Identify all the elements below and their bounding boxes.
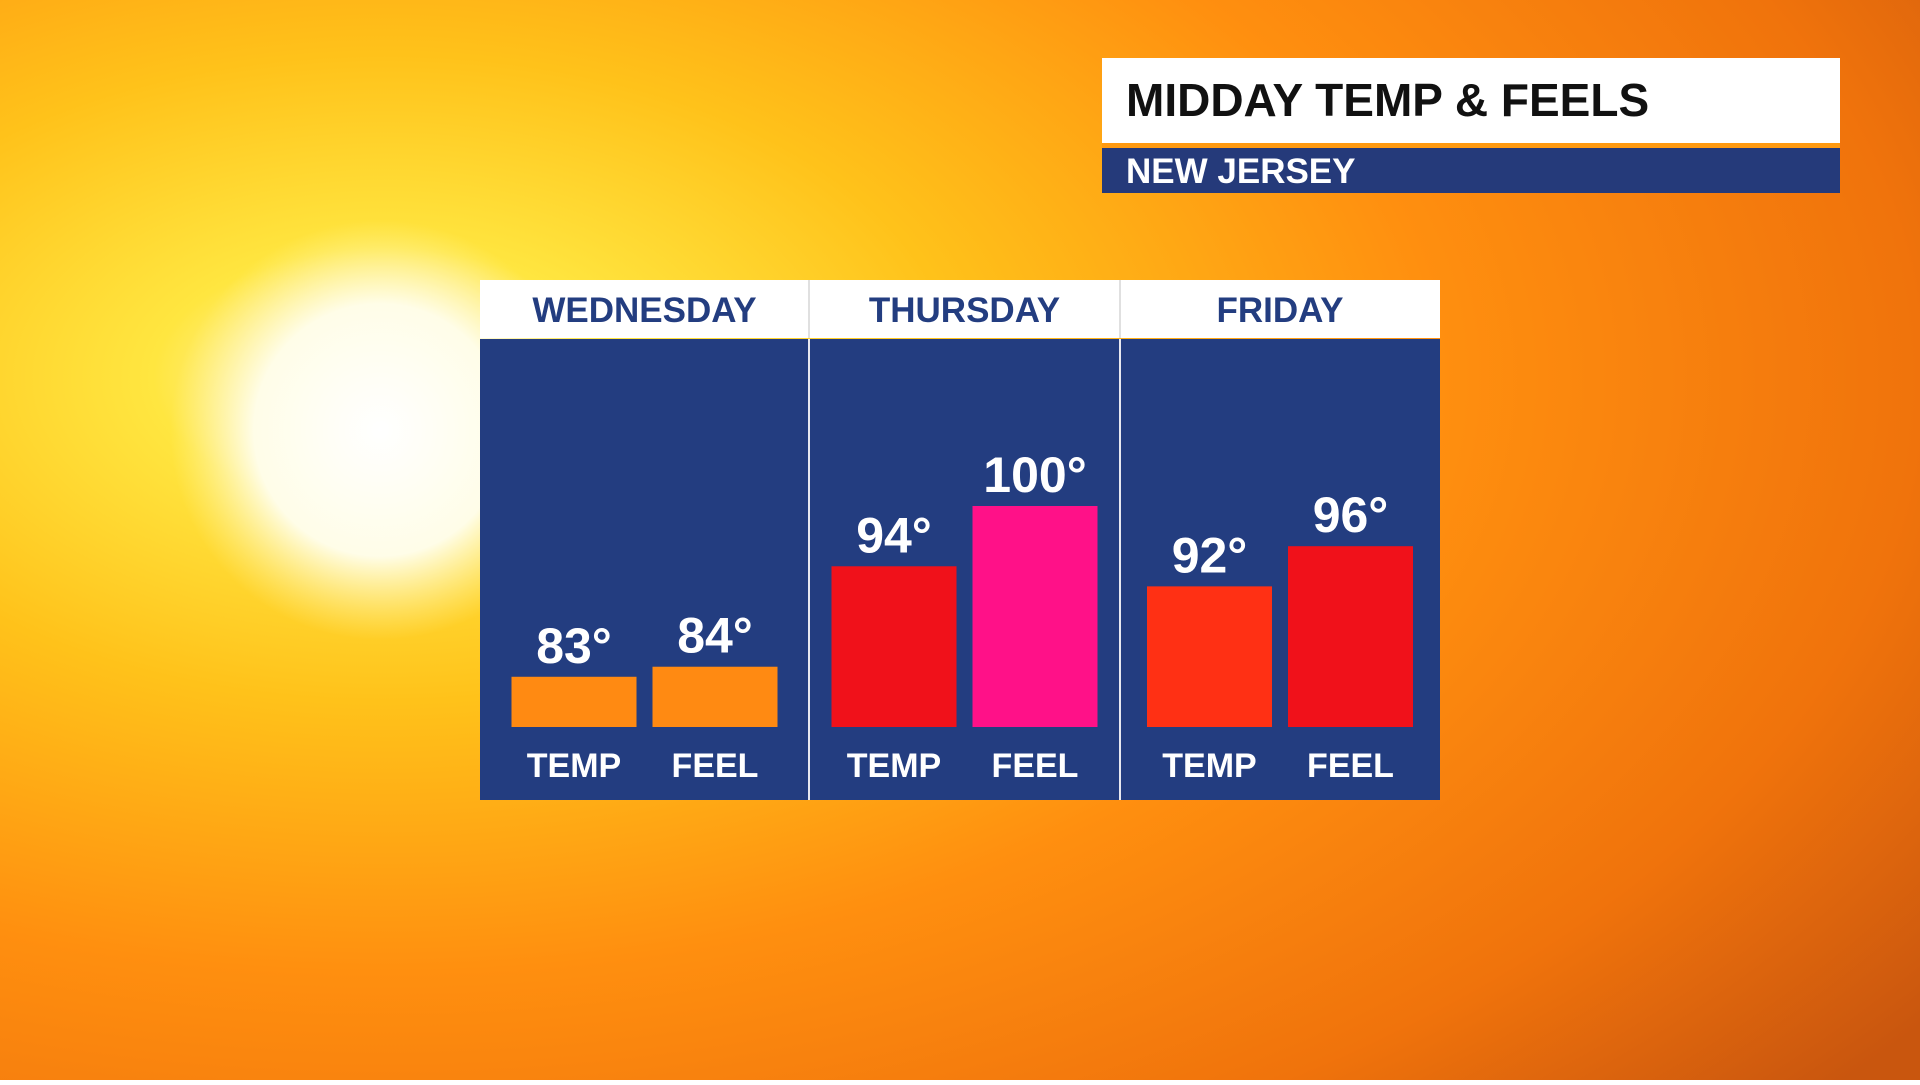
series-label: FEEL — [1307, 747, 1394, 785]
bar — [652, 666, 778, 727]
value-label: 94° — [856, 507, 932, 563]
bar — [831, 566, 957, 727]
bar — [511, 676, 637, 727]
series-label: FEEL — [992, 747, 1079, 785]
title-box — [1102, 58, 1840, 143]
day-label: WEDNESDAY — [532, 291, 756, 330]
bar — [1288, 546, 1413, 727]
series-label: TEMP — [1162, 747, 1256, 785]
series-label: TEMP — [527, 747, 621, 785]
panel — [480, 339, 1440, 800]
subtitle-box — [1102, 148, 1840, 193]
series-label: TEMP — [847, 747, 941, 785]
value-label: 83° — [536, 618, 612, 674]
value-label: 92° — [1172, 527, 1248, 583]
title-rule — [1102, 143, 1840, 148]
day-label: FRIDAY — [1216, 291, 1343, 330]
bar — [972, 506, 1098, 727]
series-label: FEEL — [672, 747, 759, 785]
value-label: 100° — [983, 447, 1086, 503]
value-label: 84° — [677, 608, 753, 664]
day-label: THURSDAY — [869, 291, 1060, 330]
chart-title: MIDDAY TEMP & FEELS — [1126, 74, 1649, 126]
chart-subtitle: NEW JERSEY — [1126, 152, 1356, 191]
header-row — [480, 280, 1440, 338]
value-label: 96° — [1313, 487, 1389, 543]
bar — [1147, 586, 1272, 727]
